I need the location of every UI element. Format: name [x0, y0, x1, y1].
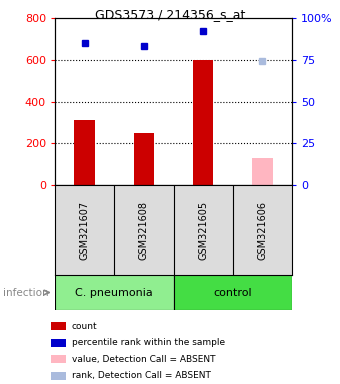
- Text: percentile rank within the sample: percentile rank within the sample: [71, 338, 225, 347]
- Text: C. pneumonia: C. pneumonia: [75, 288, 153, 298]
- Bar: [193, 60, 214, 185]
- Text: rank, Detection Call = ABSENT: rank, Detection Call = ABSENT: [71, 371, 210, 380]
- Text: infection: infection: [3, 288, 49, 298]
- Bar: [74, 120, 95, 185]
- Text: GDS3573 / 214356_s_at: GDS3573 / 214356_s_at: [95, 8, 245, 21]
- Bar: [55, 275, 173, 310]
- Bar: [51, 372, 66, 380]
- Bar: [51, 355, 66, 363]
- Bar: [51, 339, 66, 347]
- Bar: [252, 158, 273, 185]
- Text: GSM321608: GSM321608: [139, 200, 149, 260]
- Text: GSM321605: GSM321605: [198, 200, 208, 260]
- Bar: [173, 275, 292, 310]
- Text: GSM321606: GSM321606: [257, 200, 267, 260]
- Text: GSM321607: GSM321607: [80, 200, 90, 260]
- Text: control: control: [214, 288, 252, 298]
- Bar: [134, 133, 154, 185]
- Text: count: count: [71, 322, 97, 331]
- Text: value, Detection Call = ABSENT: value, Detection Call = ABSENT: [71, 355, 215, 364]
- Bar: [51, 322, 66, 330]
